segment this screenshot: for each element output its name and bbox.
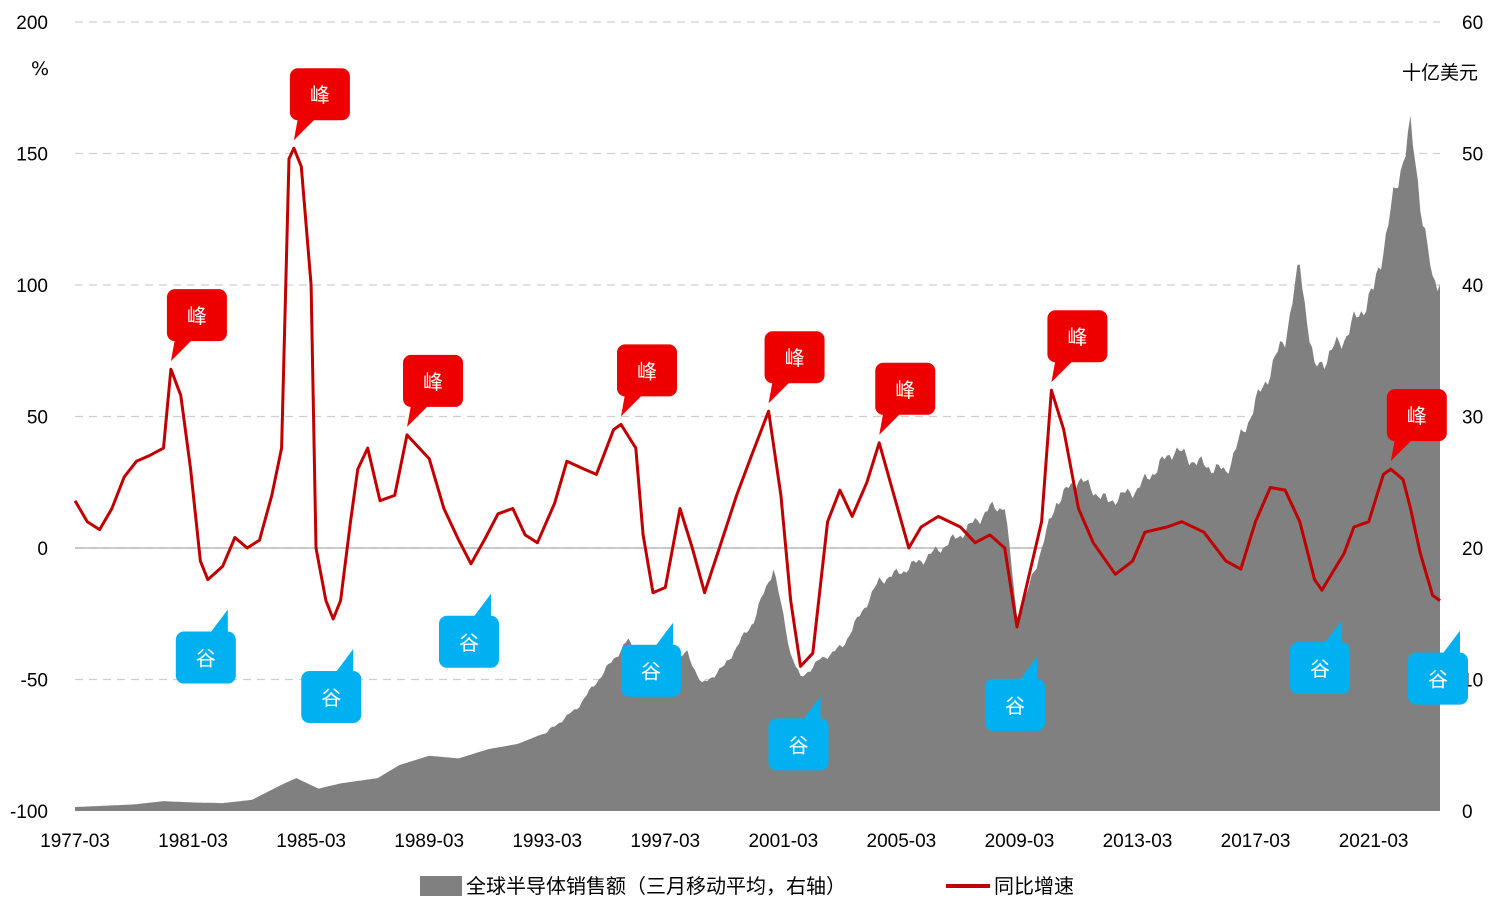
- trough-label: 谷: [1310, 657, 1330, 681]
- trough-label: 谷: [1005, 694, 1025, 718]
- left-axis-unit: %: [31, 58, 49, 80]
- trough-label: 谷: [641, 660, 661, 684]
- legend: 全球半导体销售额（三月移动平均，右轴） 同比增速: [420, 874, 1074, 898]
- sales-area-series: [75, 115, 1440, 811]
- trough-callout: 谷: [984, 656, 1045, 731]
- x-tick-label: 1989-03: [394, 831, 464, 852]
- x-axis: 1977-03 1981-03 1985-03 1989-03 1993-03 1997-…: [40, 831, 1408, 852]
- peak-callout: 峰: [289, 68, 350, 141]
- peak-label: 峰: [637, 359, 657, 383]
- x-tick-label: 2017-03: [1221, 831, 1291, 852]
- peak-label: 峰: [1407, 404, 1427, 428]
- trough-callout: 谷: [438, 593, 499, 668]
- trough-label: 谷: [789, 733, 809, 757]
- peak-callout: 峰: [403, 354, 464, 427]
- peak-label: 峰: [785, 346, 805, 370]
- trough-callout: 谷: [1408, 630, 1468, 705]
- peak-callout: 峰: [1386, 389, 1447, 462]
- x-tick-label: 2021-03: [1339, 831, 1409, 852]
- trough-callout: 谷: [175, 609, 236, 684]
- peak-label: 峰: [895, 378, 915, 402]
- trough-callout: 谷: [620, 622, 681, 697]
- trough-label: 谷: [321, 686, 341, 710]
- yoy-line: [73, 146, 1441, 668]
- trough-callout: 谷: [768, 696, 829, 771]
- left-axis: 200 150 100 50 0 -50 -100: [10, 13, 48, 823]
- x-tick-label: 2005-03: [867, 831, 937, 852]
- left-tick-label: 150: [16, 145, 48, 166]
- left-tick-label: -100: [10, 802, 48, 823]
- right-tick-label: 40: [1462, 276, 1483, 297]
- right-axis-unit: 十亿美元: [1402, 62, 1478, 84]
- peak-label: 峰: [1067, 325, 1087, 349]
- x-tick-label: 2009-03: [985, 831, 1055, 852]
- right-tick-label: 60: [1462, 13, 1483, 34]
- peak-label: 峰: [423, 370, 443, 394]
- peak-callout: 峰: [617, 344, 677, 417]
- peak-label: 峰: [310, 83, 330, 107]
- left-tick-label: 200: [16, 13, 48, 34]
- legend-label-yoy: 同比增速: [994, 874, 1074, 898]
- peak-callout: 峰: [875, 362, 936, 435]
- trough-label: 谷: [1428, 668, 1448, 692]
- trough-label: 谷: [196, 647, 216, 671]
- x-tick-label: 1997-03: [630, 831, 700, 852]
- legend-swatch-sales: [420, 876, 462, 896]
- right-tick-label: 30: [1462, 408, 1483, 429]
- peak-label: 峰: [187, 304, 207, 328]
- x-tick-label: 1981-03: [158, 831, 228, 852]
- peak-callout: 峰: [166, 289, 227, 362]
- x-tick-label: 1977-03: [40, 831, 110, 852]
- trough-label: 谷: [459, 631, 479, 655]
- sales-area: [75, 115, 1440, 811]
- legend-label-sales: 全球半导体销售额（三月移动平均，右轴）: [466, 874, 846, 898]
- x-tick-label: 2013-03: [1103, 831, 1173, 852]
- left-tick-label: 0: [37, 539, 48, 560]
- yoy-line-series: [73, 146, 1441, 668]
- trough-callout: 谷: [1289, 620, 1350, 695]
- x-tick-label: 1985-03: [276, 831, 346, 852]
- peak-callout: 峰: [764, 331, 825, 404]
- peak-callout: 峰: [1047, 310, 1108, 383]
- right-tick-label: 50: [1462, 145, 1483, 166]
- right-tick-label: 0: [1462, 802, 1473, 823]
- left-tick-label: 50: [27, 408, 48, 429]
- right-tick-label: 20: [1462, 539, 1483, 560]
- left-tick-label: 100: [16, 276, 48, 297]
- trough-callout: 谷: [301, 649, 362, 724]
- callouts: 峰峰峰 峰峰峰峰峰谷谷谷谷谷谷谷谷: [166, 68, 1468, 771]
- x-tick-label: 2001-03: [748, 831, 818, 852]
- x-tick-label: 1993-03: [512, 831, 582, 852]
- left-tick-label: -50: [21, 671, 48, 692]
